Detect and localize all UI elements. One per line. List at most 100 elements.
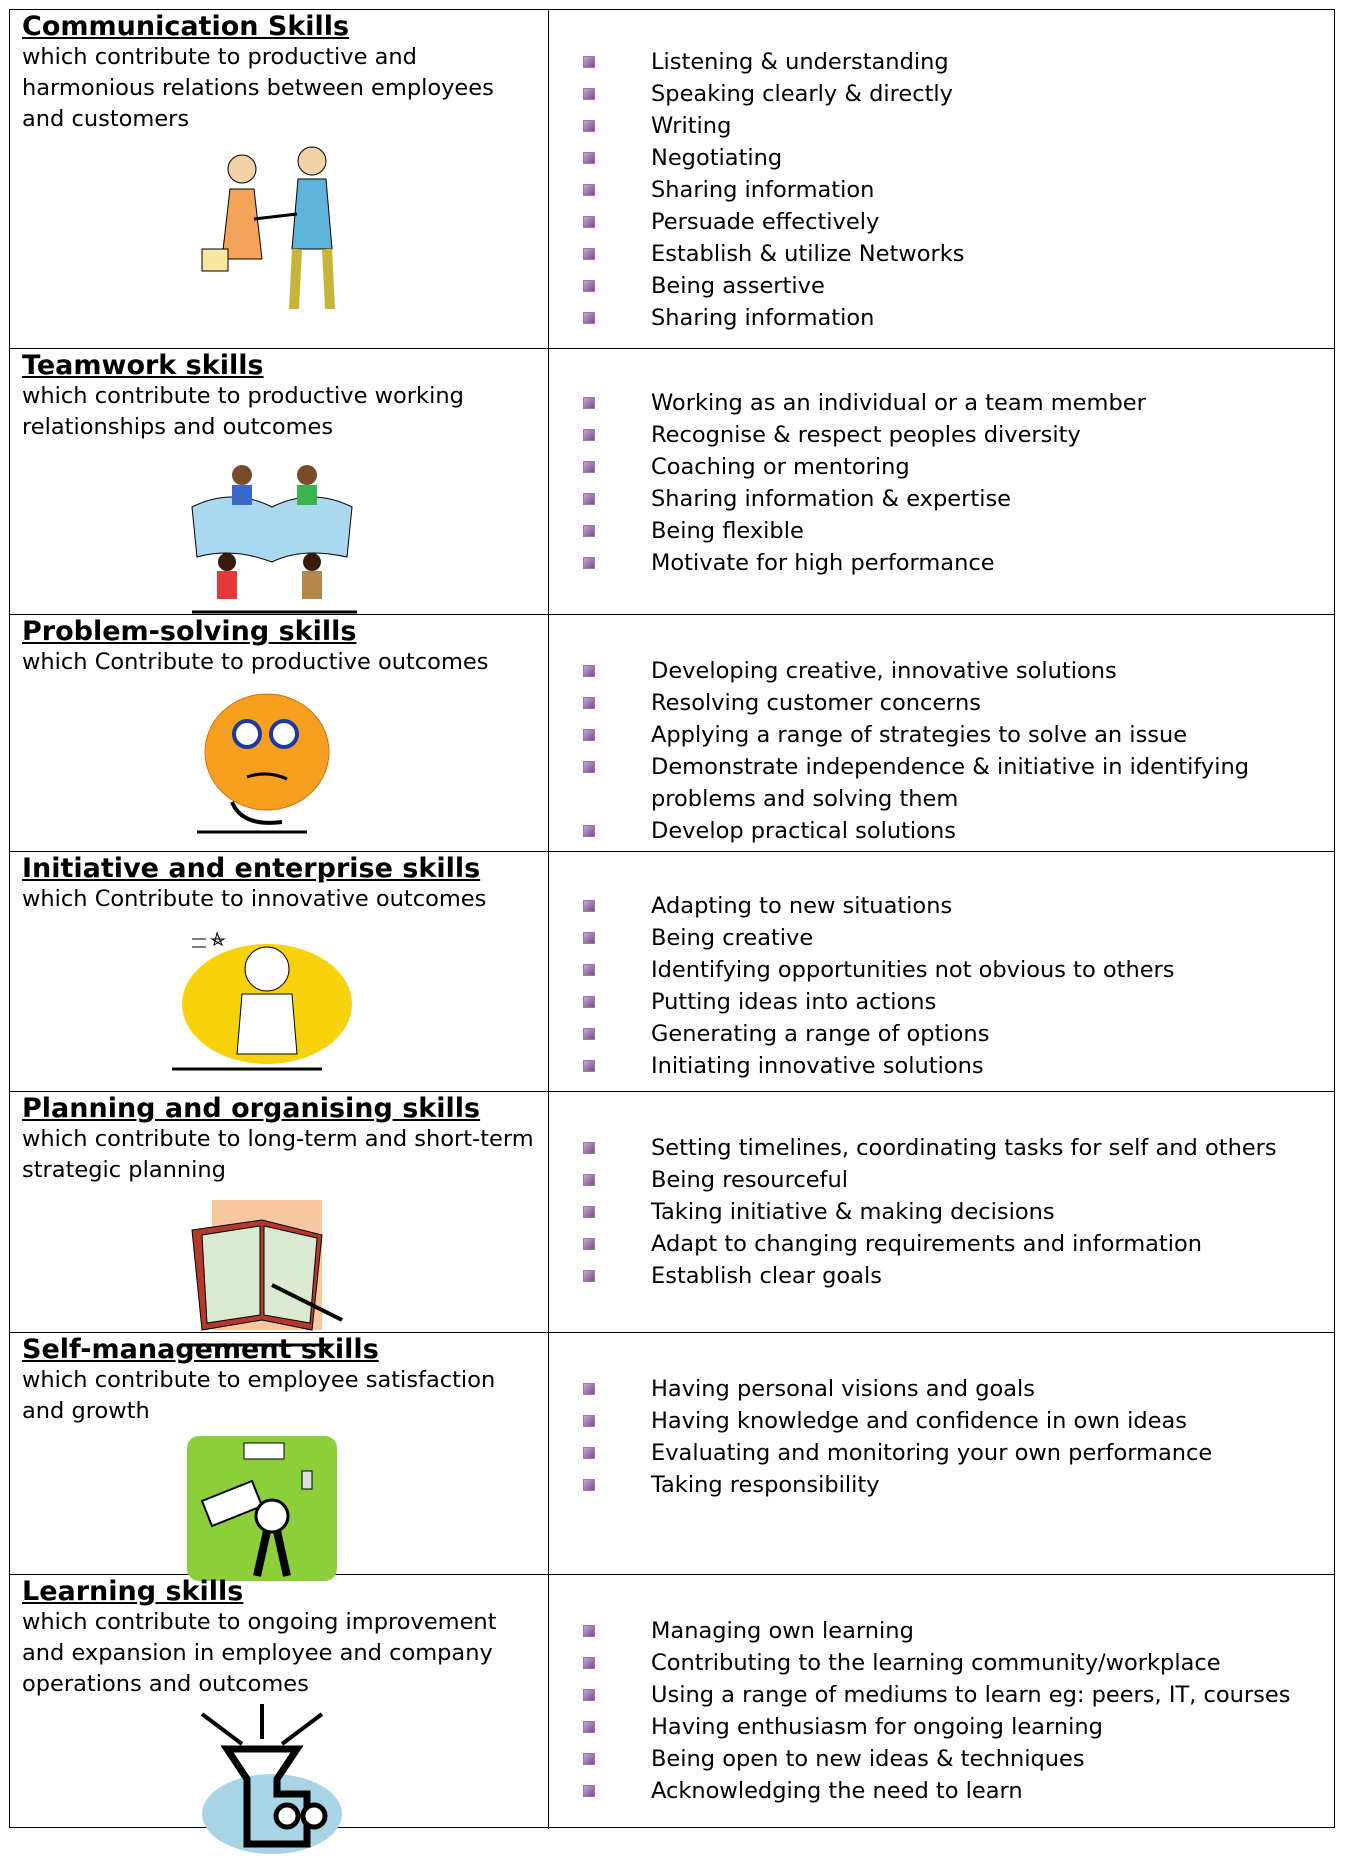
item-text: Sharing information & expertise [651,486,1012,512]
item-text: Taking responsibility [651,1472,880,1498]
skill-item: Motivate for high performance [549,547,1314,579]
bullet-icon [583,1479,595,1491]
skill-summary: Self-management skills which contribute t… [10,1333,549,1581]
skill-item: Coaching or mentoring [549,451,1314,483]
skill-item: Writing [549,110,1314,142]
skill-item: Negotiating [549,142,1314,174]
bullet-icon [583,1415,595,1427]
skill-item: Having enthusiasm for ongoing learning [549,1711,1314,1743]
bullet-icon [583,697,595,709]
item-text: Establish clear goals [651,1263,882,1289]
skill-description: which contribute to long-term and short-… [22,1126,534,1183]
item-text: Listening & understanding [651,49,949,75]
bullet-icon [583,900,595,912]
skill-item: Acknowledging the need to learn [549,1775,1314,1807]
item-text: Using a range of mediums to learn eg: pe… [651,1682,1291,1708]
bullet-icon [583,1625,595,1637]
bullet-icon [583,729,595,741]
bullet-icon [583,152,595,164]
skill-item: Recognise & respect peoples diversity [549,419,1314,451]
bullet-icon [583,964,595,976]
item-text: Working as an individual or a team membe… [651,390,1146,416]
item-text: Evaluating and monitoring your own perfo… [651,1440,1213,1466]
bullet-icon [583,184,595,196]
skill-description: which Contribute to productive outcomes [22,649,489,675]
skill-title: Planning and organising skills [22,1093,481,1124]
clip-art [201,146,335,309]
skill-row: Problem-solving skills which Contribute t… [10,615,1334,852]
item-text: Initiating innovative solutions [651,1053,984,1079]
item-text: Resolving customer concerns [651,690,982,716]
item-text: Applying a range of strategies to solve … [651,722,1188,748]
bullet-icon [583,1060,595,1072]
bullet-icon [583,1142,595,1154]
skill-row: Planning and organising skills which cont… [10,1092,1334,1347]
bullet-icon [583,216,595,228]
item-text: Being resourceful [651,1167,848,1193]
item-text: Developing creative, innovative solution… [651,658,1117,684]
item-text: Persuade effectively [651,209,880,235]
bullet-icon [583,56,595,68]
bullet-icon [583,665,595,677]
item-text: Sharing information [651,177,875,203]
item-text: Being creative [651,925,814,951]
skill-item: Adapting to new situations [549,890,1314,922]
skill-title: Problem-solving skills [22,616,357,647]
clip-art [182,1200,343,1347]
skill-title: Initiative and enterprise skills [22,853,481,884]
bullet-icon [583,825,595,837]
skill-item: Setting timelines, coordinating tasks fo… [549,1132,1314,1164]
item-text: Taking initiative & making decisions [651,1199,1055,1225]
skill-item: Using a range of mediums to learn eg: pe… [549,1679,1314,1711]
bullet-icon [583,461,595,473]
item-text: Having personal visions and goals [651,1376,1036,1402]
skill-item: Taking responsibility [549,1469,1314,1501]
skill-item: Putting ideas into actions [549,986,1314,1018]
skill-item: Demonstrate independence & initiative in… [549,751,1314,815]
bullet-icon [583,493,595,505]
skill-item: Develop practical solutions [549,815,1314,847]
skill-item: Generating a range of options [549,1018,1314,1050]
skill-description: which contribute to ongoing improvement … [22,1609,497,1697]
skill-list: Developing creative, innovative solution… [549,615,1334,851]
skill-item: Having knowledge and confidence in own i… [549,1405,1314,1437]
bullet-icon [583,429,595,441]
skill-item: Managing own learning [549,1615,1314,1647]
skill-item: Establish & utilize Networks [549,238,1314,270]
skill-summary: Teamwork skills which contribute to produ… [10,349,549,614]
skill-item: Resolving customer concerns [549,687,1314,719]
skill-item: Being assertive [549,270,1314,302]
bullet-icon [583,88,595,100]
skill-item: Persuade effectively [549,206,1314,238]
bullet-icon [583,1447,595,1459]
skills-table: Communication Skills which contribute to … [9,9,1335,1854]
bullet-icon [583,1785,595,1797]
bullet-icon [583,1238,595,1250]
item-text: Coaching or mentoring [651,454,910,480]
item-text: Speaking clearly & directly [651,81,953,107]
clip-art [172,931,352,1071]
item-text: Sharing information [651,305,875,331]
skill-row: Teamwork skills which contribute to produ… [10,349,1334,615]
bullet-icon [583,280,595,292]
item-text: Having knowledge and confidence in own i… [651,1408,1188,1434]
bullet-icon [583,1721,595,1733]
skill-title: Communication Skills [22,11,350,42]
bullet-icon [583,397,595,409]
skill-row: Self-management skills which contribute t… [10,1333,1334,1581]
bullet-icon [583,120,595,132]
skill-item: Taking initiative & making decisions [549,1196,1314,1228]
bullet-icon [583,1174,595,1186]
item-text: Adapt to changing requirements and infor… [651,1231,1203,1257]
item-text: Putting ideas into actions [651,989,937,1015]
skill-item: Developing creative, innovative solution… [549,655,1314,687]
skill-item: Speaking clearly & directly [549,78,1314,110]
bullet-icon [583,1753,595,1765]
item-text: Acknowledging the need to learn [651,1778,1023,1804]
skill-item: Sharing information [549,174,1314,206]
clip-art [191,465,357,614]
item-text: Being open to new ideas & techniques [651,1746,1085,1772]
skill-item: Sharing information & expertise [549,483,1314,515]
item-text: Negotiating [651,145,783,171]
skill-item: Having personal visions and goals [549,1373,1314,1405]
